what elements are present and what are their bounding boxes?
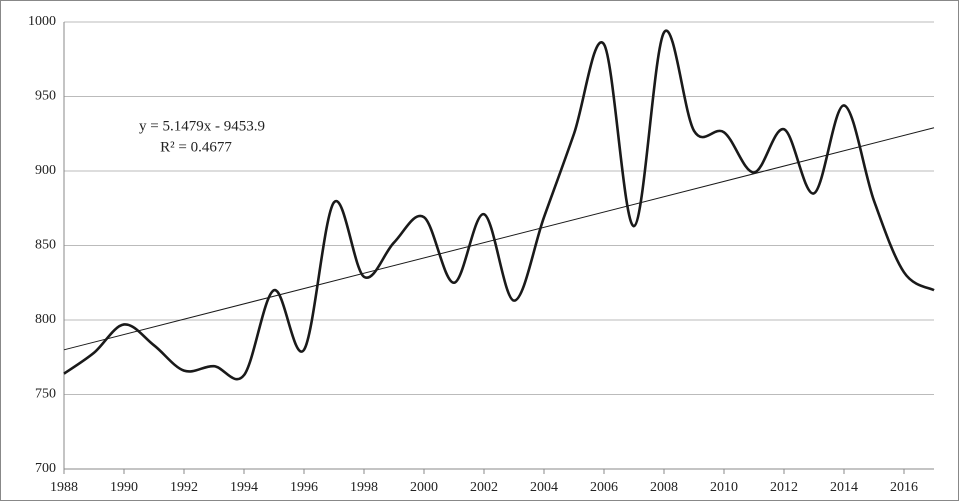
x-tick-label: 2008 xyxy=(650,480,678,495)
y-tick-label: 750 xyxy=(35,387,56,402)
x-tick-label: 2002 xyxy=(470,480,498,495)
y-tick-label: 850 xyxy=(35,238,56,253)
x-tick-label: 1994 xyxy=(230,480,258,495)
x-tick-label: 1988 xyxy=(50,480,78,495)
y-tick-label: 1000 xyxy=(28,14,56,29)
y-tick-label: 950 xyxy=(35,89,56,104)
y-tick-label: 700 xyxy=(35,461,56,476)
x-tick-label: 2010 xyxy=(710,480,738,495)
y-tick-label: 900 xyxy=(35,163,56,178)
x-tick-label: 1992 xyxy=(170,480,198,495)
x-tick-label: 1998 xyxy=(350,480,378,495)
x-tick-label: 2016 xyxy=(890,480,918,495)
x-tick-label: 1996 xyxy=(290,480,318,495)
chart-frame xyxy=(1,1,959,501)
x-tick-label: 2012 xyxy=(770,480,798,495)
y-tick-label: 800 xyxy=(35,312,56,327)
r-squared: R² = 0.4677 xyxy=(160,139,232,155)
x-tick-label: 2006 xyxy=(590,480,618,495)
x-tick-label: 2014 xyxy=(830,480,858,495)
chart: y = 5.1479x - 9453.9 R² = 0.4677 700 750 8… xyxy=(0,0,960,502)
equation: y = 5.1479x - 9453.9 xyxy=(139,118,265,134)
x-tick-label: 2004 xyxy=(530,480,558,495)
x-tick-label: 1990 xyxy=(110,480,138,495)
x-tick-label: 2000 xyxy=(410,480,438,495)
